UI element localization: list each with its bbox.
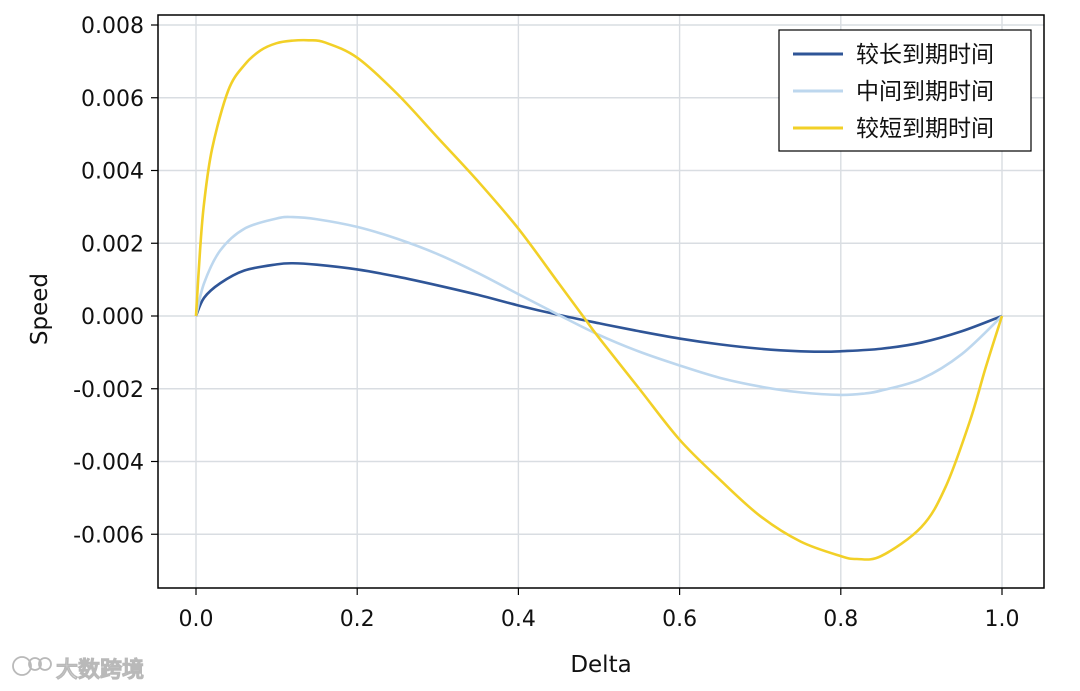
y-tick-label: 0.008 (81, 14, 144, 39)
y-tick-label: -0.002 (73, 378, 144, 403)
series-lines (194, 38, 1004, 561)
watermark-logo-icon (12, 656, 52, 676)
legend: 较长到期时间 中间到期时间 较短到期时间 (778, 29, 1032, 152)
series-line-1 (194, 215, 1003, 397)
y-tick-label: 0.004 (81, 160, 144, 185)
watermark: 大数跨境 (12, 656, 144, 683)
x-tick-label: 0.8 (823, 607, 858, 632)
legend-label-series-1: 中间到期时间 (856, 79, 994, 105)
watermark-text: 大数跨境 (56, 657, 144, 683)
x-axis: 0.0 0.2 0.4 0.6 0.8 1.0 (179, 588, 1020, 632)
y-axis: 0.008 0.006 0.004 0.002 0.000 -0.002 -0.004 -0.… (73, 14, 158, 548)
x-tick-label: 1.0 (985, 607, 1020, 632)
y-tick-label: 0.006 (81, 87, 144, 112)
y-tick-label: -0.006 (73, 523, 144, 548)
legend-label-series-2: 较短到期时间 (856, 116, 994, 142)
y-axis-title: Speed (27, 273, 53, 345)
legend-label-series-0: 较长到期时间 (856, 42, 994, 68)
y-tick-label: 0.000 (81, 305, 144, 330)
plot-frame (157, 14, 1045, 589)
x-tick-label: 0.4 (501, 607, 536, 632)
y-tick-label: 0.002 (81, 232, 144, 257)
x-axis-title: Delta (570, 652, 631, 678)
x-tick-label: 0.0 (179, 607, 214, 632)
y-tick-label: -0.004 (73, 451, 144, 476)
series-line-2 (194, 38, 1004, 561)
x-tick-label: 0.2 (340, 607, 375, 632)
x-tick-label: 0.6 (662, 607, 697, 632)
